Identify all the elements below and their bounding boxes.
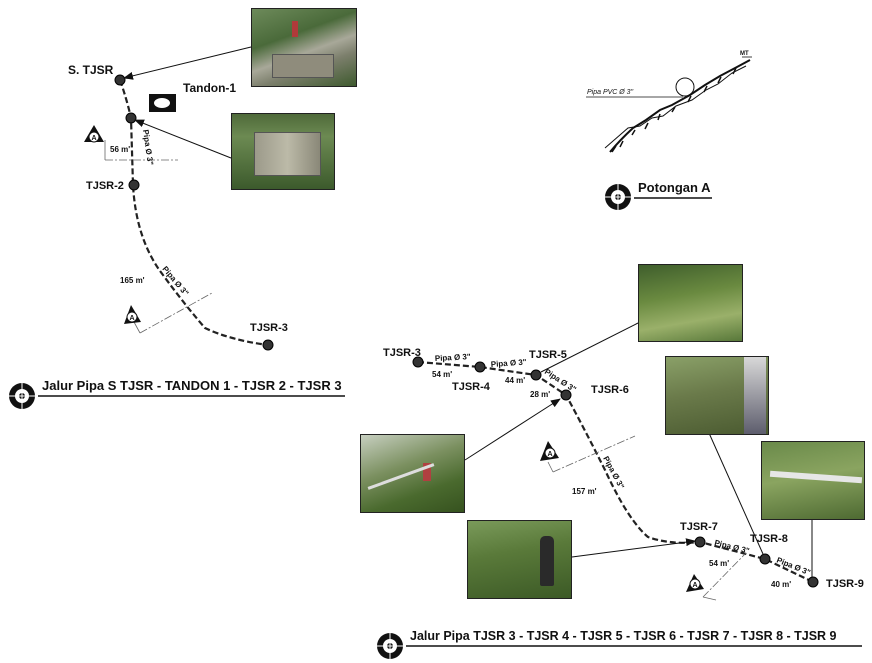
pipe-route-1 (118, 79, 269, 347)
photo-leader-arrow (464, 398, 561, 461)
pipe-label: Pipa Ø 3" (435, 352, 471, 363)
node-tjsr-8 (759, 553, 771, 565)
terrain-profile (586, 56, 752, 153)
svg-text:A: A (91, 135, 96, 142)
distance-label: 54 m' (709, 559, 729, 568)
photo-leader-arrow (571, 538, 696, 558)
section-title: Potongan A (638, 180, 711, 195)
section-cut-line (702, 552, 747, 598)
section-cut-line (702, 596, 717, 601)
distance-label: 40 m' (771, 580, 791, 589)
photo-s-tjsr-spring (251, 8, 357, 87)
pipe-label: Pipa Ø 3" (714, 538, 751, 555)
svg-text:A: A (547, 451, 552, 458)
label-tjsr-6: TJSR-6 (591, 384, 629, 396)
section-marker-a: A (124, 305, 141, 324)
photo-leader-arrow (134, 119, 232, 159)
node-s-tjsr (114, 74, 126, 86)
distance-label: 56 m' (110, 145, 130, 154)
label-tjsr-8: TJSR-8 (750, 533, 788, 545)
label-tandon-1: Tandon-1 (183, 81, 236, 95)
label-tjsr-5: TJSR-5 (529, 349, 567, 361)
pipe-route-2 (417, 360, 814, 583)
mt-label: MT (740, 51, 749, 57)
section-cut-line (552, 435, 636, 473)
photo-leader-arrow (123, 46, 252, 80)
section-cut-line (139, 292, 213, 334)
photo-tjsr-5 (638, 264, 743, 342)
photo-tjsr-8 (665, 356, 769, 435)
node-tjsr-2 (128, 179, 140, 191)
label-tjsr-2: TJSR-2 (86, 180, 124, 192)
title-symbol (6, 380, 38, 412)
pipe-label: Pipa Ø 3" (601, 455, 626, 491)
node-tjsr-6 (560, 389, 572, 401)
node-tjsr-3 (412, 356, 424, 368)
label-tjsr-3: TJSR-3 (250, 322, 288, 334)
section-marker-a: A (540, 441, 559, 461)
photo-tjsr-6 (360, 434, 465, 513)
title-symbol (602, 181, 634, 213)
node-tjsr-3 (262, 339, 274, 351)
distance-label: 157 m' (572, 487, 597, 496)
distance-label: 28 m' (530, 390, 550, 399)
diagram-2-title: Jalur Pipa TJSR 3 - TJSR 4 - TJSR 5 - TJ… (410, 629, 837, 643)
photo-leader-line (708, 432, 764, 555)
distance-label: 44 m' (505, 376, 525, 385)
title-symbol (374, 630, 406, 662)
svg-text:A: A (129, 315, 134, 322)
section-cut-line (547, 461, 554, 473)
pipe-label: Pipa Ø 3" (160, 265, 190, 298)
node-tjsr-4 (474, 361, 486, 373)
section-marker-a: A (84, 125, 104, 143)
node-tjsr-5 (530, 369, 542, 381)
section-cut-line (133, 321, 141, 334)
label-tjsr-7: TJSR-7 (680, 521, 718, 533)
diagram-1-title: Jalur Pipa S TJSR - TANDON 1 - TJSR 2 - … (42, 378, 342, 393)
distance-label: 54 m' (432, 370, 452, 379)
node-tjsr-7 (694, 536, 706, 548)
photo-leader-line (540, 322, 639, 373)
pipe-label: Pipa Ø 3" (141, 129, 155, 166)
tandon-icon (149, 94, 176, 112)
section-pipe-label: Pipa PVC Ø 3" (587, 89, 634, 96)
node-tandon-1 (125, 112, 137, 124)
label-tjsr-3: TJSR-3 (383, 347, 421, 359)
label-tjsr-9: TJSR-9 (826, 578, 864, 590)
label-s-tjsr: S. TJSR (68, 63, 114, 77)
photo-tjsr-9 (761, 441, 865, 520)
photo-tandon-1 (231, 113, 335, 190)
section-marker-a: A (686, 574, 704, 592)
node-tjsr-9 (807, 576, 819, 588)
label-tjsr-4: TJSR-4 (452, 381, 491, 393)
distance-label: 165 m' (120, 276, 145, 285)
photo-tjsr-7 (467, 520, 572, 599)
pipe-label: Pipa Ø 3" (775, 556, 812, 578)
svg-text:A: A (692, 582, 697, 589)
pipe-label: Pipa Ø 3" (491, 358, 528, 369)
